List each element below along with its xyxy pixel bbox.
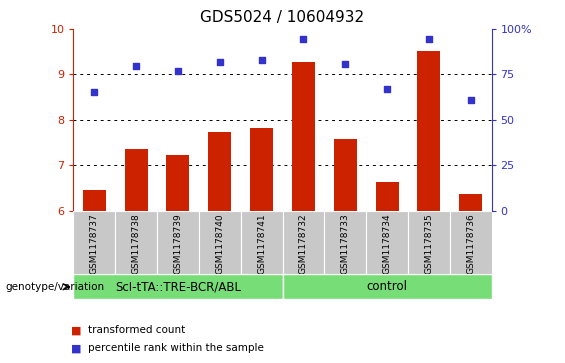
Point [424, 36, 433, 42]
Bar [199, 211, 241, 274]
Bar [418, 51, 440, 211]
Bar [408, 211, 450, 274]
Point [257, 57, 266, 63]
Text: GSM1178737: GSM1178737 [90, 214, 99, 274]
Bar [241, 211, 282, 274]
Bar [167, 155, 189, 211]
Bar [250, 127, 273, 211]
Bar [292, 62, 315, 211]
Text: GSM1178733: GSM1178733 [341, 214, 350, 274]
Bar [208, 132, 231, 211]
Text: GSM1178741: GSM1178741 [257, 214, 266, 274]
Point [341, 61, 350, 68]
Bar [376, 182, 398, 211]
Bar [334, 139, 357, 211]
Bar [73, 211, 115, 274]
Bar [366, 211, 408, 274]
Text: genotype/variation: genotype/variation [6, 282, 105, 292]
Bar [157, 211, 199, 274]
Text: GSM1178736: GSM1178736 [466, 214, 475, 274]
Text: GSM1178735: GSM1178735 [424, 214, 433, 274]
Text: ■: ■ [71, 343, 81, 354]
Text: GSM1178734: GSM1178734 [383, 214, 392, 274]
Point [90, 89, 99, 95]
Point [215, 59, 224, 65]
Point [299, 36, 308, 42]
Text: ■: ■ [71, 325, 81, 335]
Text: ScI-tTA::TRE-BCR/ABL: ScI-tTA::TRE-BCR/ABL [115, 280, 241, 293]
Text: GSM1178739: GSM1178739 [173, 214, 182, 274]
Point [132, 63, 141, 69]
Bar [324, 211, 366, 274]
Title: GDS5024 / 10604932: GDS5024 / 10604932 [201, 10, 364, 25]
Text: transformed count: transformed count [88, 325, 185, 335]
Bar [459, 194, 482, 211]
Bar [83, 190, 106, 211]
Point [466, 97, 475, 103]
Bar [282, 211, 324, 274]
Bar [450, 211, 492, 274]
Text: GSM1178740: GSM1178740 [215, 214, 224, 274]
Point [383, 86, 392, 92]
Text: GSM1178732: GSM1178732 [299, 214, 308, 274]
Point [173, 68, 182, 74]
Bar [282, 274, 492, 299]
Bar [115, 211, 157, 274]
Bar [73, 274, 282, 299]
Bar [125, 149, 147, 211]
Text: percentile rank within the sample: percentile rank within the sample [88, 343, 263, 354]
Text: control: control [367, 280, 407, 293]
Text: GSM1178738: GSM1178738 [132, 214, 141, 274]
